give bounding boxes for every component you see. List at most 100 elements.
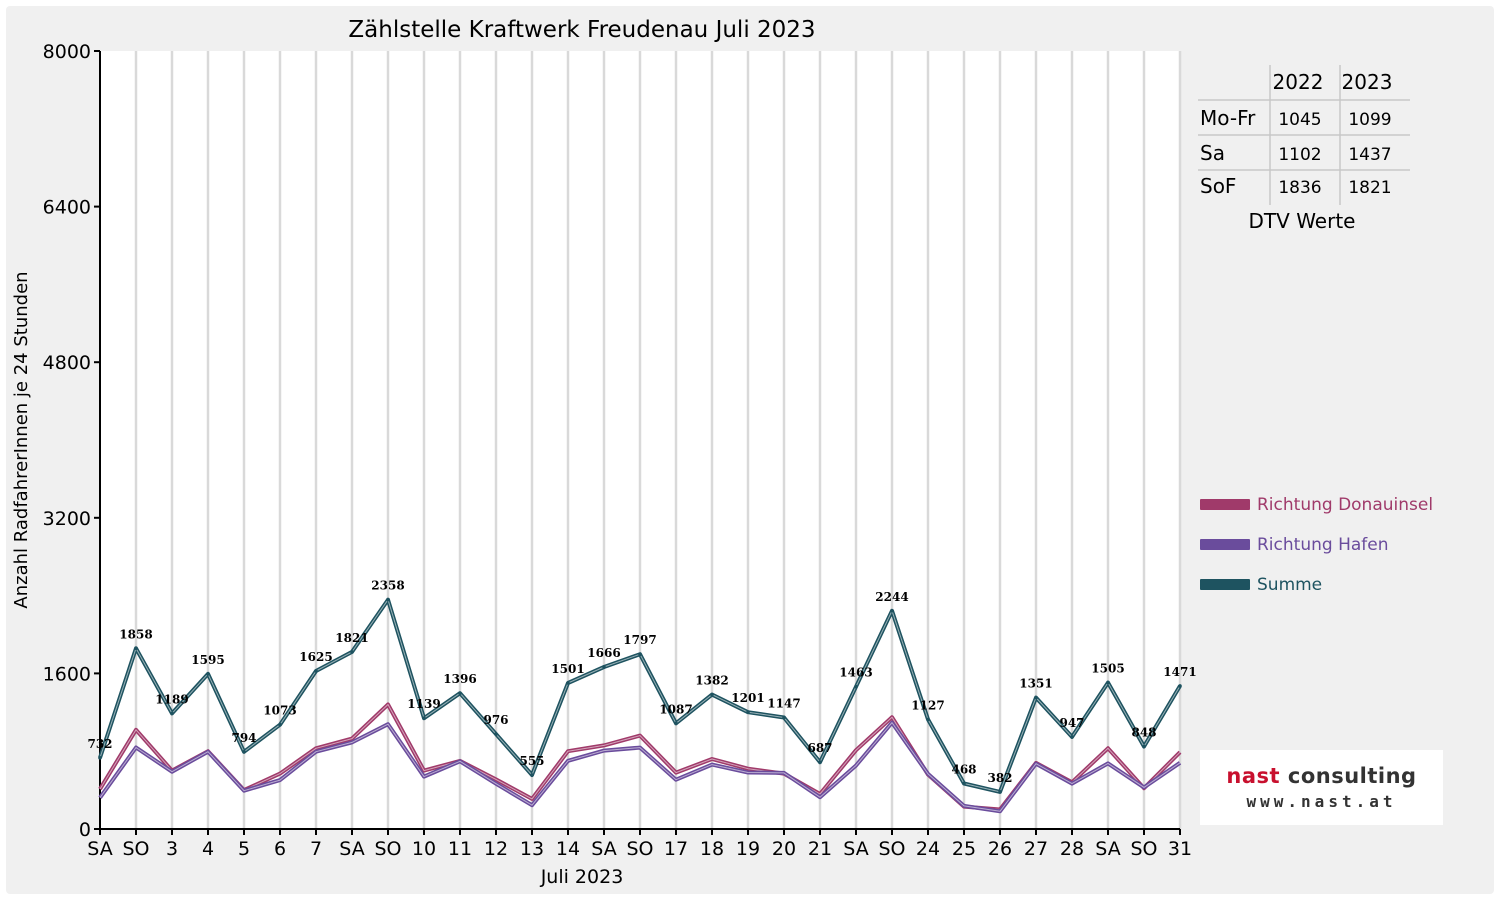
logo-url: www.nast.at (1246, 792, 1397, 811)
table-cell: 1836 (1278, 178, 1321, 198)
x-tick-label: SO (122, 838, 149, 860)
data-label: 1201 (731, 691, 764, 705)
legend: Richtung Donauinsel Richtung Hafen Summe (1200, 495, 1433, 595)
data-label: 2244 (875, 590, 908, 604)
data-point (782, 715, 786, 720)
data-label: 1797 (623, 633, 656, 647)
data-point (98, 756, 102, 760)
data-label: 732 (87, 737, 112, 751)
x-tick-label: 13 (520, 838, 544, 860)
data-label: 1463 (839, 666, 872, 680)
x-tick-label: SO (878, 838, 905, 860)
legend-swatch (1200, 539, 1250, 550)
data-point (638, 652, 642, 657)
dtv-table: 2022 2023 Mo-Fr 1045 1099 Sa 1102 1437 S… (1198, 65, 1410, 233)
data-point (314, 669, 318, 673)
data-label: 555 (519, 754, 544, 768)
x-tick-label: 11 (448, 838, 472, 860)
data-point (1142, 744, 1146, 749)
data-label: 1147 (767, 696, 800, 710)
data-label: 1396 (443, 672, 476, 686)
x-tick-label: 10 (412, 838, 436, 860)
data-label: 1595 (191, 653, 224, 667)
table-cell: 1437 (1348, 145, 1391, 165)
data-point (242, 749, 246, 754)
data-point (890, 608, 894, 613)
x-tick-label: 27 (1024, 838, 1048, 860)
data-point (1106, 680, 1110, 685)
data-point (206, 672, 210, 676)
data-label: 1821 (335, 631, 368, 645)
data-label: 1625 (299, 650, 332, 664)
x-tick-label: 18 (700, 838, 724, 860)
data-label: 976 (483, 713, 508, 727)
x-tick-label: SA (339, 838, 364, 860)
data-label: 1505 (1091, 662, 1124, 676)
legend-item-hafen: Richtung Hafen (1200, 535, 1388, 555)
y-tick-label: 6400 (43, 197, 91, 219)
x-tick-label: 4 (202, 838, 214, 860)
series-line-highlight (99, 722, 1181, 812)
table-cell: 1821 (1348, 178, 1391, 198)
table-cell: 1102 (1278, 145, 1321, 165)
data-label: 1189 (155, 692, 188, 706)
x-tick-label: SA (1095, 838, 1120, 860)
x-tick-label: 21 (808, 838, 832, 860)
data-label: 1073 (263, 704, 296, 718)
legend-swatch (1200, 579, 1250, 590)
data-label: 1351 (1019, 677, 1052, 691)
data-point (170, 711, 174, 716)
x-axis-label: Juli 2023 (540, 866, 624, 888)
data-point (422, 716, 426, 721)
data-label: 2358 (371, 579, 404, 593)
x-tick-label: 7 (310, 838, 322, 860)
data-label: 1666 (587, 646, 620, 660)
data-label: 1858 (119, 627, 152, 641)
data-point (926, 717, 930, 722)
x-tick-label: 6 (274, 838, 286, 860)
data-label: 1127 (911, 698, 944, 712)
table-cell: 1099 (1348, 110, 1391, 130)
data-point (278, 722, 282, 727)
data-label: 687 (807, 741, 832, 755)
table-row-label: Sa (1200, 141, 1225, 165)
x-tick-label: SA (87, 838, 112, 860)
y-tick-label: 8000 (43, 41, 91, 63)
x-tick-label: 31 (1168, 838, 1192, 860)
x-tick-label: 3 (166, 838, 178, 860)
table-cell: 1045 (1278, 110, 1321, 130)
data-label: 1087 (659, 702, 692, 716)
data-point (530, 773, 534, 777)
x-tick-label: 28 (1060, 838, 1084, 860)
data-point (962, 781, 966, 786)
logo-word-red: nast (1226, 764, 1281, 788)
data-label: 947 (1059, 716, 1084, 730)
legend-label: Richtung Donauinsel (1257, 495, 1433, 515)
legend-item-donauinsel: Richtung Donauinsel (1200, 495, 1433, 515)
y-tick-label: 3200 (43, 508, 91, 530)
data-point (818, 760, 822, 764)
x-tick-label: SO (374, 838, 401, 860)
company-logo: nast consulting www.nast.at (1200, 750, 1443, 825)
data-point (386, 597, 390, 602)
data-label: 1139 (407, 697, 440, 711)
x-tick-label: 25 (952, 838, 976, 860)
logo-wordmark: nast consulting (1200, 764, 1443, 788)
data-point (602, 665, 606, 669)
data-point (710, 692, 714, 697)
table-header-2023: 2023 (1342, 70, 1393, 94)
y-tick-label: 1600 (43, 663, 91, 685)
x-tick-label: SA (591, 838, 616, 860)
data-point (566, 681, 570, 685)
table-caption: DTV Werte (1249, 209, 1356, 233)
data-point (494, 732, 498, 736)
x-tick-label: SO (1130, 838, 1157, 860)
data-point (134, 646, 138, 651)
data-point (350, 650, 354, 654)
data-point (854, 684, 858, 689)
data-label: 382 (987, 771, 1012, 785)
y-axis-label: Anzahl RadfahrerInnen je 24 Stunden (11, 271, 32, 608)
data-point (746, 710, 750, 715)
data-label: 1471 (1163, 665, 1196, 679)
data-point (1178, 684, 1182, 688)
